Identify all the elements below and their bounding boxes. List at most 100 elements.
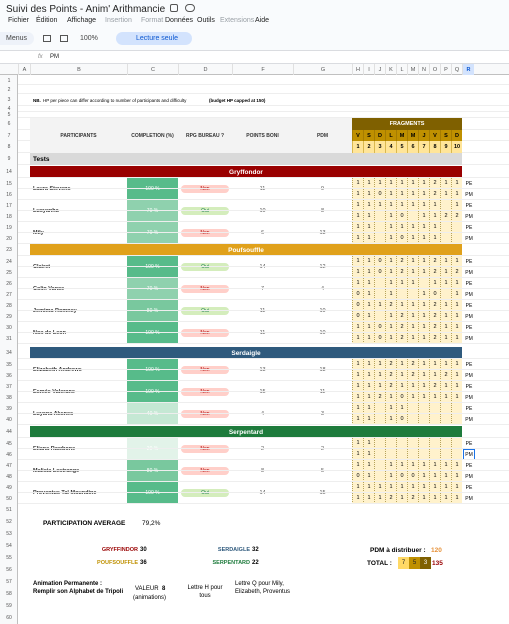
total-part: 5 bbox=[409, 557, 420, 569]
row-number: 59 bbox=[6, 603, 12, 609]
row-number: 24 bbox=[6, 258, 12, 265]
value-label: VALEUR bbox=[135, 585, 159, 592]
column-title: COMPLETION (%) bbox=[131, 132, 174, 139]
row-number: 6 bbox=[7, 121, 11, 127]
note: HP per piece can differ according to num… bbox=[43, 97, 187, 103]
column-header: C bbox=[127, 64, 178, 75]
student-name: Laura Stevens bbox=[33, 186, 71, 192]
completion-cell: 100 % bbox=[127, 359, 178, 381]
pdm-cell: 9 bbox=[320, 186, 325, 192]
column-header: I bbox=[363, 64, 374, 75]
fragment-label: PE bbox=[465, 258, 473, 265]
row-line bbox=[18, 481, 509, 482]
row-line bbox=[18, 424, 509, 425]
row-number: 51 bbox=[6, 507, 12, 513]
fragment-label: PE bbox=[465, 202, 473, 209]
row-line bbox=[18, 310, 509, 311]
student-name: Eliana Rawbone bbox=[33, 446, 76, 452]
house-total-value: 30 bbox=[140, 547, 147, 553]
pdm-value: 120 bbox=[431, 546, 442, 554]
note-prefix: NB. bbox=[33, 97, 41, 103]
row-line bbox=[18, 117, 509, 118]
total-part: 7 bbox=[398, 557, 409, 569]
row-line bbox=[18, 332, 509, 333]
row-number: 50 bbox=[6, 495, 12, 502]
student-name: Nox de Leon bbox=[33, 330, 67, 336]
menu-item[interactable]: Outils bbox=[197, 17, 215, 24]
menu-item[interactable]: Fichier bbox=[8, 17, 30, 24]
menu-item[interactable]: Édition bbox=[36, 17, 58, 24]
row-number: 7 bbox=[7, 132, 11, 139]
pdm-cell: 15 bbox=[319, 490, 326, 496]
column-header: M bbox=[407, 64, 418, 75]
row-line bbox=[18, 210, 509, 211]
fragment-label: PM bbox=[465, 394, 473, 401]
row-number: 29 bbox=[6, 313, 12, 320]
pdm-label: PDM à distribuer : bbox=[370, 546, 426, 554]
read-only-button[interactable]: Lecture seule bbox=[116, 32, 192, 45]
menu-item[interactable]: Aide bbox=[255, 17, 270, 24]
column-header: D bbox=[178, 64, 232, 75]
day-letter: J bbox=[418, 130, 429, 141]
completion-cell: 80 % bbox=[127, 460, 178, 482]
house-name: Serdaigle bbox=[231, 349, 261, 357]
day-letter: S bbox=[363, 130, 374, 141]
pdm-cell: 3 bbox=[320, 411, 325, 417]
print-icon[interactable] bbox=[43, 35, 51, 42]
points-cell: 11 bbox=[259, 186, 266, 192]
row-number: 47 bbox=[6, 462, 12, 469]
completion-cell: 100 % bbox=[127, 178, 178, 200]
pdm-cell: 10 bbox=[319, 330, 326, 336]
menu-item[interactable]: Extensions bbox=[220, 17, 255, 24]
completion-cell: 80 % bbox=[127, 300, 178, 322]
house-total-value: 36 bbox=[140, 560, 147, 566]
note-bold: (budget HP capped at 150) bbox=[209, 97, 266, 103]
fragment-label: PM bbox=[465, 416, 473, 423]
row-number: 8 bbox=[7, 144, 11, 150]
day-number: 4 bbox=[385, 141, 396, 153]
rpg-pill: Non bbox=[181, 329, 229, 337]
column-header: H bbox=[352, 64, 363, 75]
student-name: Jemima Romney bbox=[33, 308, 77, 314]
row-number: 31 bbox=[6, 335, 12, 342]
completion-cell: 70 % bbox=[127, 278, 178, 300]
row-line bbox=[18, 413, 509, 414]
row-number: 56 bbox=[6, 567, 12, 573]
completion-cell: 100 % bbox=[127, 381, 178, 403]
format-icon[interactable] bbox=[60, 35, 68, 42]
fragment-label: PM bbox=[465, 191, 473, 198]
fragment-label: PE bbox=[465, 361, 473, 368]
fragment-label: PM bbox=[465, 213, 473, 220]
student-name: Luyana Aksnes bbox=[33, 411, 74, 417]
menu-item[interactable]: Données bbox=[165, 17, 194, 24]
zoom[interactable]: 100% bbox=[80, 35, 98, 42]
pdm-cell: 12 bbox=[319, 264, 326, 270]
row-line bbox=[18, 503, 509, 504]
rpg-pill: Oui bbox=[181, 489, 229, 497]
menu-item[interactable]: Insertion bbox=[105, 17, 132, 24]
fragment-label: PE bbox=[465, 462, 473, 469]
row-number: 9 bbox=[7, 156, 11, 162]
house-total-value: 22 bbox=[252, 560, 259, 566]
pdm-cell: 18 bbox=[319, 367, 326, 373]
row-number: 53 bbox=[6, 531, 12, 537]
rpg-pill: Oui bbox=[181, 263, 229, 271]
row-number: 49 bbox=[6, 484, 12, 491]
fragment-label: PM bbox=[465, 473, 473, 480]
column-header: J bbox=[374, 64, 385, 75]
day-letter: L bbox=[385, 130, 396, 141]
row-line bbox=[18, 93, 509, 94]
rpg-pill: Oui bbox=[181, 207, 229, 215]
menu-item[interactable]: Format bbox=[141, 17, 164, 24]
house-banner bbox=[30, 166, 462, 178]
column-title: POINTS BONI bbox=[246, 132, 279, 139]
row-number: 36 bbox=[6, 372, 12, 379]
participation-label: PARTICIPATION AVERAGE bbox=[43, 519, 126, 527]
completion-cell: 100 % bbox=[127, 256, 178, 278]
pdm-cell: 10 bbox=[319, 308, 326, 314]
menu-item[interactable]: Affichage bbox=[67, 17, 97, 24]
search-menus[interactable]: Menus bbox=[0, 32, 34, 45]
fragment-label: PE bbox=[465, 280, 473, 287]
formula-bar bbox=[0, 50, 509, 64]
